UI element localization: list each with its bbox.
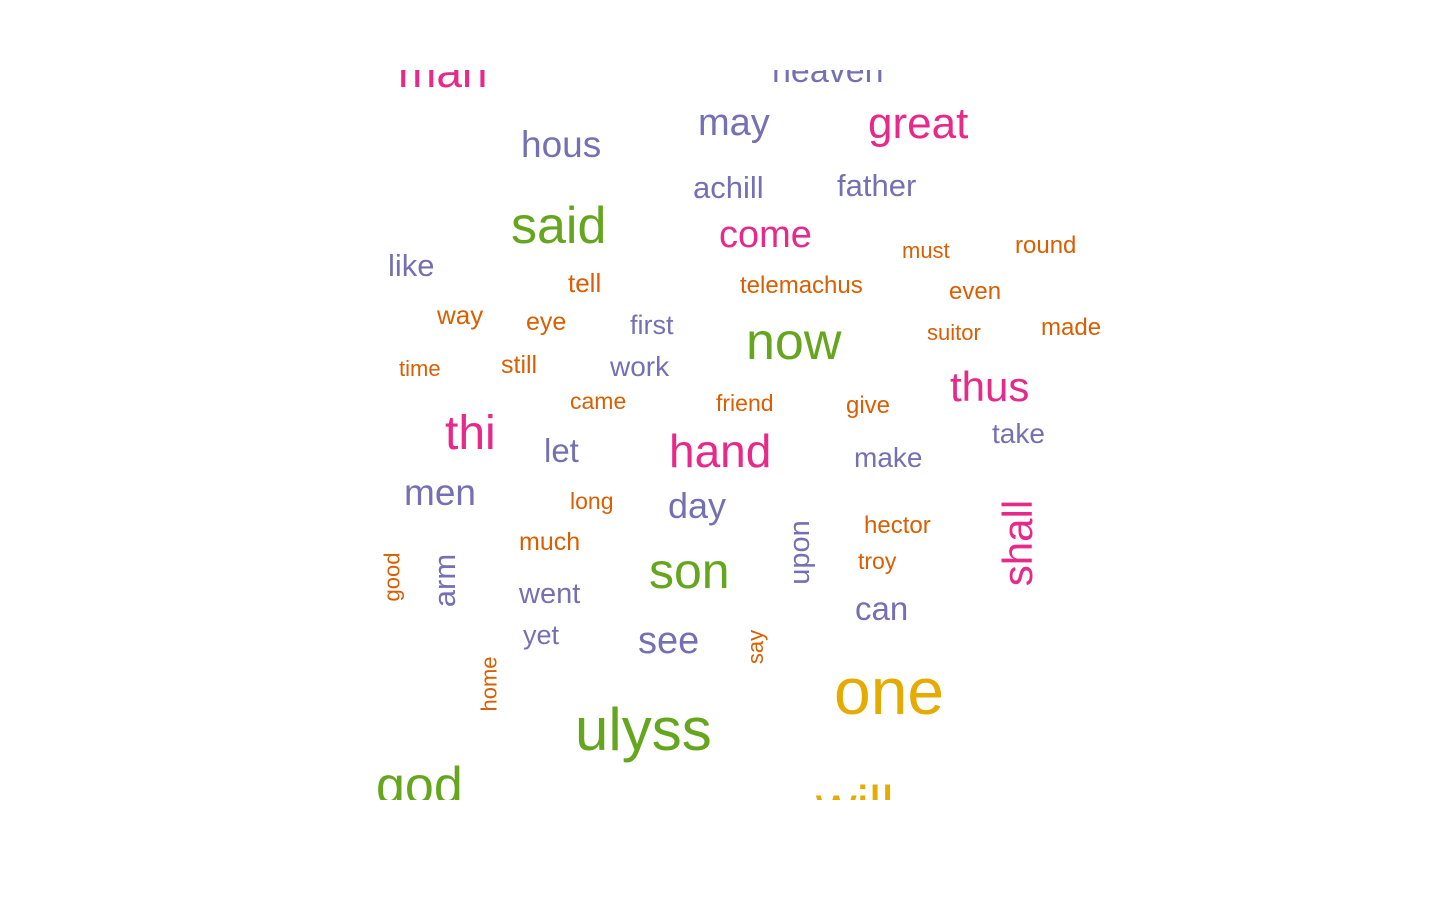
word-tell: tell (568, 268, 602, 298)
word-give: give (846, 392, 891, 419)
word-shall: shall (994, 499, 1042, 587)
word-came: came (570, 388, 627, 414)
word-great: great (868, 99, 969, 148)
word-upon: upon (783, 520, 816, 585)
word-round: round (1015, 232, 1077, 259)
word-achill: achill (693, 170, 764, 205)
word-ulyss: ulyss (575, 696, 712, 763)
word-home: home (476, 656, 502, 712)
word-first: first (630, 310, 674, 340)
word-went: went (519, 578, 581, 610)
word-said: said (511, 197, 607, 255)
word-heaven: heaven (772, 70, 884, 90)
word-father: father (837, 168, 917, 203)
word-let: let (544, 432, 579, 469)
word-like: like (388, 248, 435, 283)
word-hand: hand (669, 425, 772, 477)
word-now: now (746, 313, 842, 371)
word-must: must (902, 238, 950, 263)
word-even: even (949, 278, 1002, 305)
word-thi: thi (445, 407, 496, 460)
word-work: work (610, 351, 670, 382)
word-eye: eye (526, 308, 567, 336)
word-see: see (638, 620, 700, 662)
word-may: may (698, 102, 770, 144)
word-make: make (854, 442, 923, 473)
word-much: much (519, 528, 581, 556)
word-still: still (501, 351, 538, 379)
word-come: come (719, 214, 812, 256)
word-made: made (1041, 314, 1100, 341)
word-telemachus: telemachus (740, 272, 863, 299)
word-hector: hector (864, 512, 931, 539)
word-way: way (437, 300, 484, 330)
word-troy: troy (858, 548, 897, 574)
word-god: god (376, 757, 463, 800)
word-one: one (834, 654, 945, 728)
word-arm: arm (427, 553, 463, 608)
word-day: day (668, 485, 727, 526)
word-hous: hous (521, 124, 602, 165)
word-will: will (816, 778, 894, 801)
word-thus: thus (950, 363, 1030, 410)
word-cloud: man heaven may great hous achill father … (360, 70, 1100, 800)
word-time: time (399, 356, 441, 381)
word-yet: yet (523, 620, 560, 650)
word-suitor: suitor (927, 320, 981, 345)
word-can: can (855, 590, 909, 627)
word-take: take (992, 418, 1045, 449)
word-long: long (570, 488, 614, 514)
word-man: man (398, 70, 488, 97)
word-good: good (379, 552, 405, 602)
word-friend: friend (716, 390, 774, 416)
word-men: men (404, 472, 476, 513)
word-son: son (649, 543, 730, 599)
word-say: say (743, 629, 769, 665)
